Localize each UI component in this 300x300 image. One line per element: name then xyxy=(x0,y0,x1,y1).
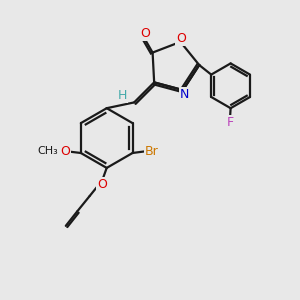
Text: O: O xyxy=(60,145,70,158)
Text: O: O xyxy=(176,32,186,45)
Text: F: F xyxy=(226,116,234,129)
Text: CH₃: CH₃ xyxy=(38,146,58,157)
Text: O: O xyxy=(97,178,107,191)
Text: O: O xyxy=(140,27,150,40)
Text: Br: Br xyxy=(145,145,159,158)
Text: N: N xyxy=(180,88,189,101)
Text: H: H xyxy=(118,89,128,102)
